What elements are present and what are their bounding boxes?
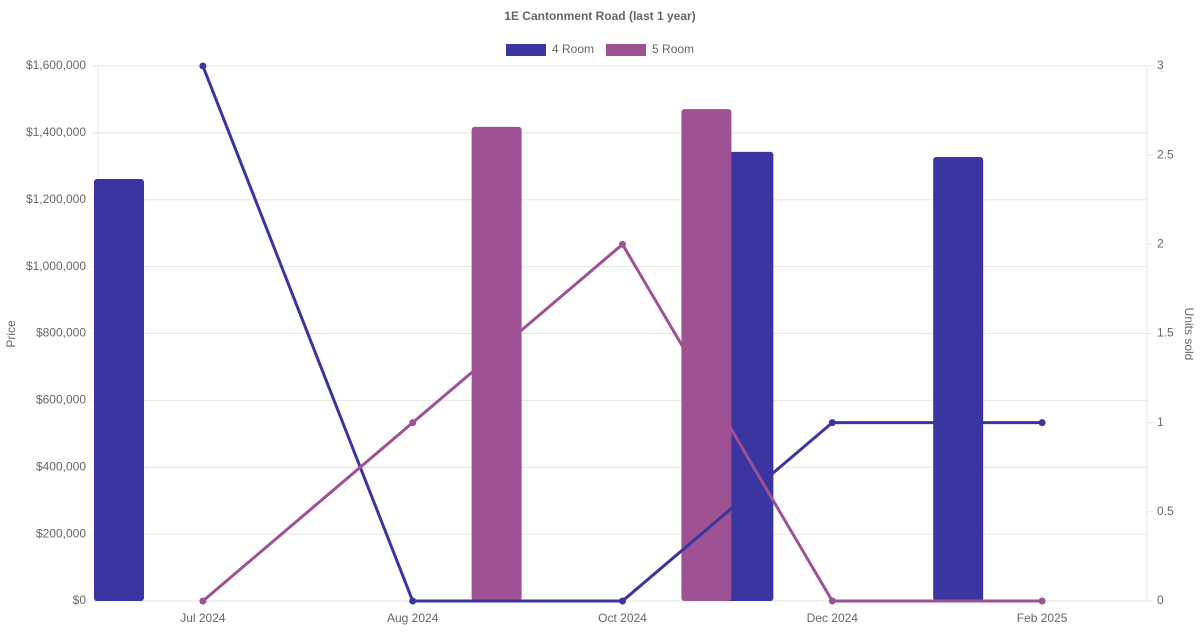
y-tick-label: $600,000 — [36, 393, 86, 407]
legend-swatch — [606, 44, 647, 56]
y-tick-label: $1,400,000 — [26, 125, 86, 139]
bar — [681, 109, 732, 602]
line-point — [828, 419, 836, 427]
x-tick-label: Jul 2024 — [180, 611, 226, 625]
y2-tick-label: 1 — [1157, 415, 1164, 429]
line-point — [409, 597, 417, 605]
x-tick-label: Aug 2024 — [387, 611, 439, 625]
line-point — [828, 597, 836, 605]
legend-swatch — [506, 44, 546, 56]
line-point — [619, 240, 626, 248]
x-tick-label: Oct 2024 — [598, 611, 647, 625]
y2-tick-label: 0.5 — [1157, 504, 1174, 518]
y2-tick-label: 3 — [1157, 58, 1164, 72]
bar — [723, 151, 774, 601]
chart-title: 1E Cantonment Road (last 1 year) — [504, 9, 695, 23]
line-point — [619, 597, 626, 605]
y2-tick-label: 2 — [1157, 237, 1164, 251]
y-tick-label: $400,000 — [36, 459, 86, 473]
line-point — [1038, 419, 1046, 427]
y2-tick-label: 0 — [1157, 593, 1164, 607]
y2-tick-label: 1.5 — [1157, 326, 1174, 340]
bar — [93, 179, 144, 602]
y-tick-label: $1,600,000 — [26, 58, 86, 72]
bar — [933, 156, 984, 601]
x-tick-label: Dec 2024 — [807, 611, 859, 625]
line-point — [199, 597, 207, 605]
y-tick-label: $0 — [73, 593, 87, 607]
y-tick-label: $1,000,000 — [26, 259, 86, 273]
y2-tick-label: 2.5 — [1157, 147, 1174, 161]
y-tick-label: $200,000 — [36, 526, 86, 540]
y-tick-label: $800,000 — [36, 326, 86, 340]
line-point — [199, 62, 207, 70]
bar — [471, 126, 522, 601]
x-tick-label: Feb 2025 — [1017, 611, 1068, 625]
line-point — [409, 419, 417, 427]
y-tick-label: $1,200,000 — [26, 192, 86, 206]
y2-axis-label: Units sold — [1182, 308, 1196, 361]
legend-label: 5 Room — [652, 42, 694, 56]
y-axis-label: Price — [4, 320, 18, 348]
legend-label: 4 Room — [552, 42, 594, 56]
line-point — [1038, 597, 1046, 605]
